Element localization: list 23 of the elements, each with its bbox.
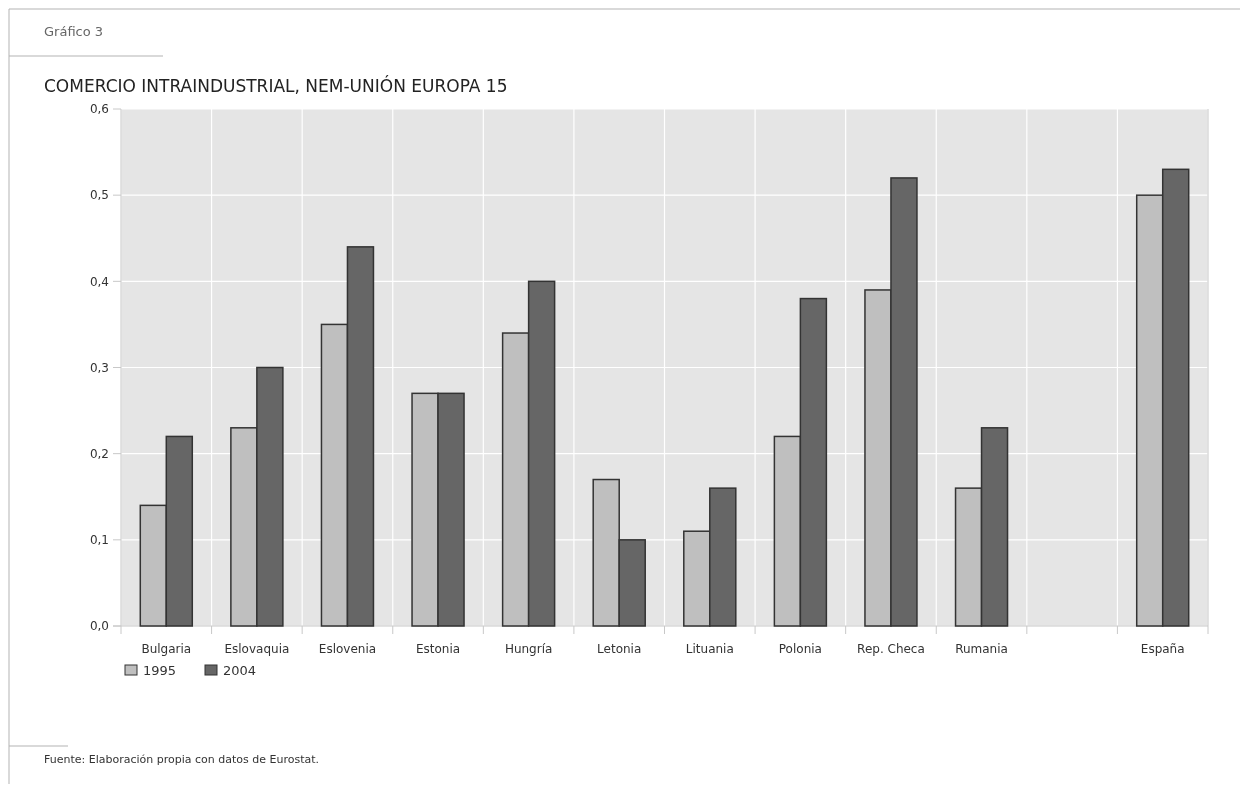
source-note: Fuente: Elaboración propia con datos de Eurostat.	[44, 753, 320, 766]
y-tick-label: 0,5	[89, 188, 109, 203]
x-tick-label: Bulgaria	[141, 642, 192, 656]
x-tick-label: Rep. Checa	[857, 642, 925, 656]
x-tick-label: Hungría	[504, 642, 553, 656]
y-tick-label: 0,0	[89, 619, 109, 634]
x-tick-label: Lituania	[685, 642, 734, 656]
y-tick-label: 0,6	[89, 102, 109, 117]
y-tick-label: 0,2	[89, 446, 109, 461]
x-tick-label: Eslovenia	[318, 642, 377, 656]
x-tick-label: España	[1140, 642, 1185, 656]
y-tick-label: 0,1	[89, 533, 109, 548]
y-tick-label: 0,4	[89, 274, 109, 289]
legend-label: 1995	[143, 663, 177, 678]
x-tick-label: Rumania	[955, 642, 1008, 656]
y-tick-label: 0,3	[89, 360, 109, 375]
x-tick-label: Eslovaquia	[224, 642, 290, 656]
text: Gráfico 3	[44, 24, 104, 39]
chart-title: COMERCIO INTRAINDUSTRIAL, NEM-UNIÓN EUROPA 15	[44, 75, 508, 96]
x-tick-label: Letonia	[597, 642, 642, 656]
x-tick-label: Estonia	[415, 642, 461, 656]
legend-label: 2004	[223, 663, 257, 678]
x-tick-label: Polonia	[778, 642, 822, 656]
